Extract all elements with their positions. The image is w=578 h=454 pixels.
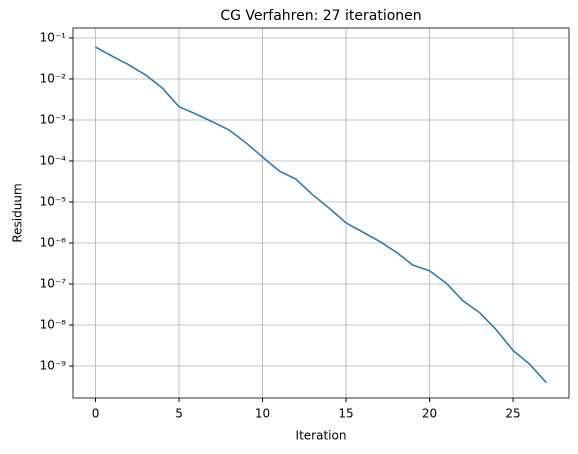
- x-tick-label: 5: [175, 407, 183, 421]
- y-tick-label: 10⁻⁵: [40, 194, 67, 208]
- data-line: [95, 46, 548, 384]
- y-tick-label: 10⁻⁸: [40, 318, 67, 332]
- chart-title: CG Verfahren: 27 iterationen: [220, 8, 421, 24]
- x-tick-label: 25: [505, 407, 520, 421]
- x-tick-label: 0: [92, 407, 100, 421]
- plot-frame: [72, 27, 570, 399]
- x-axis-label: Iteration: [296, 429, 347, 443]
- y-axis-label: Residuum: [11, 183, 25, 242]
- y-tick-label: 10⁻⁹: [40, 359, 67, 373]
- y-tick-label: 10⁻⁶: [40, 235, 67, 249]
- y-tick-label: 10⁻²: [40, 71, 67, 85]
- x-tick-label: 10: [255, 407, 270, 421]
- y-tick-label: 10⁻³: [40, 112, 67, 126]
- x-tick-label: 20: [422, 407, 437, 421]
- y-tick-label: 10⁻¹: [40, 30, 67, 44]
- x-tick-label: 15: [338, 407, 353, 421]
- y-tick-label: 10⁻⁷: [40, 277, 67, 291]
- y-tick-label: 10⁻⁴: [40, 153, 67, 167]
